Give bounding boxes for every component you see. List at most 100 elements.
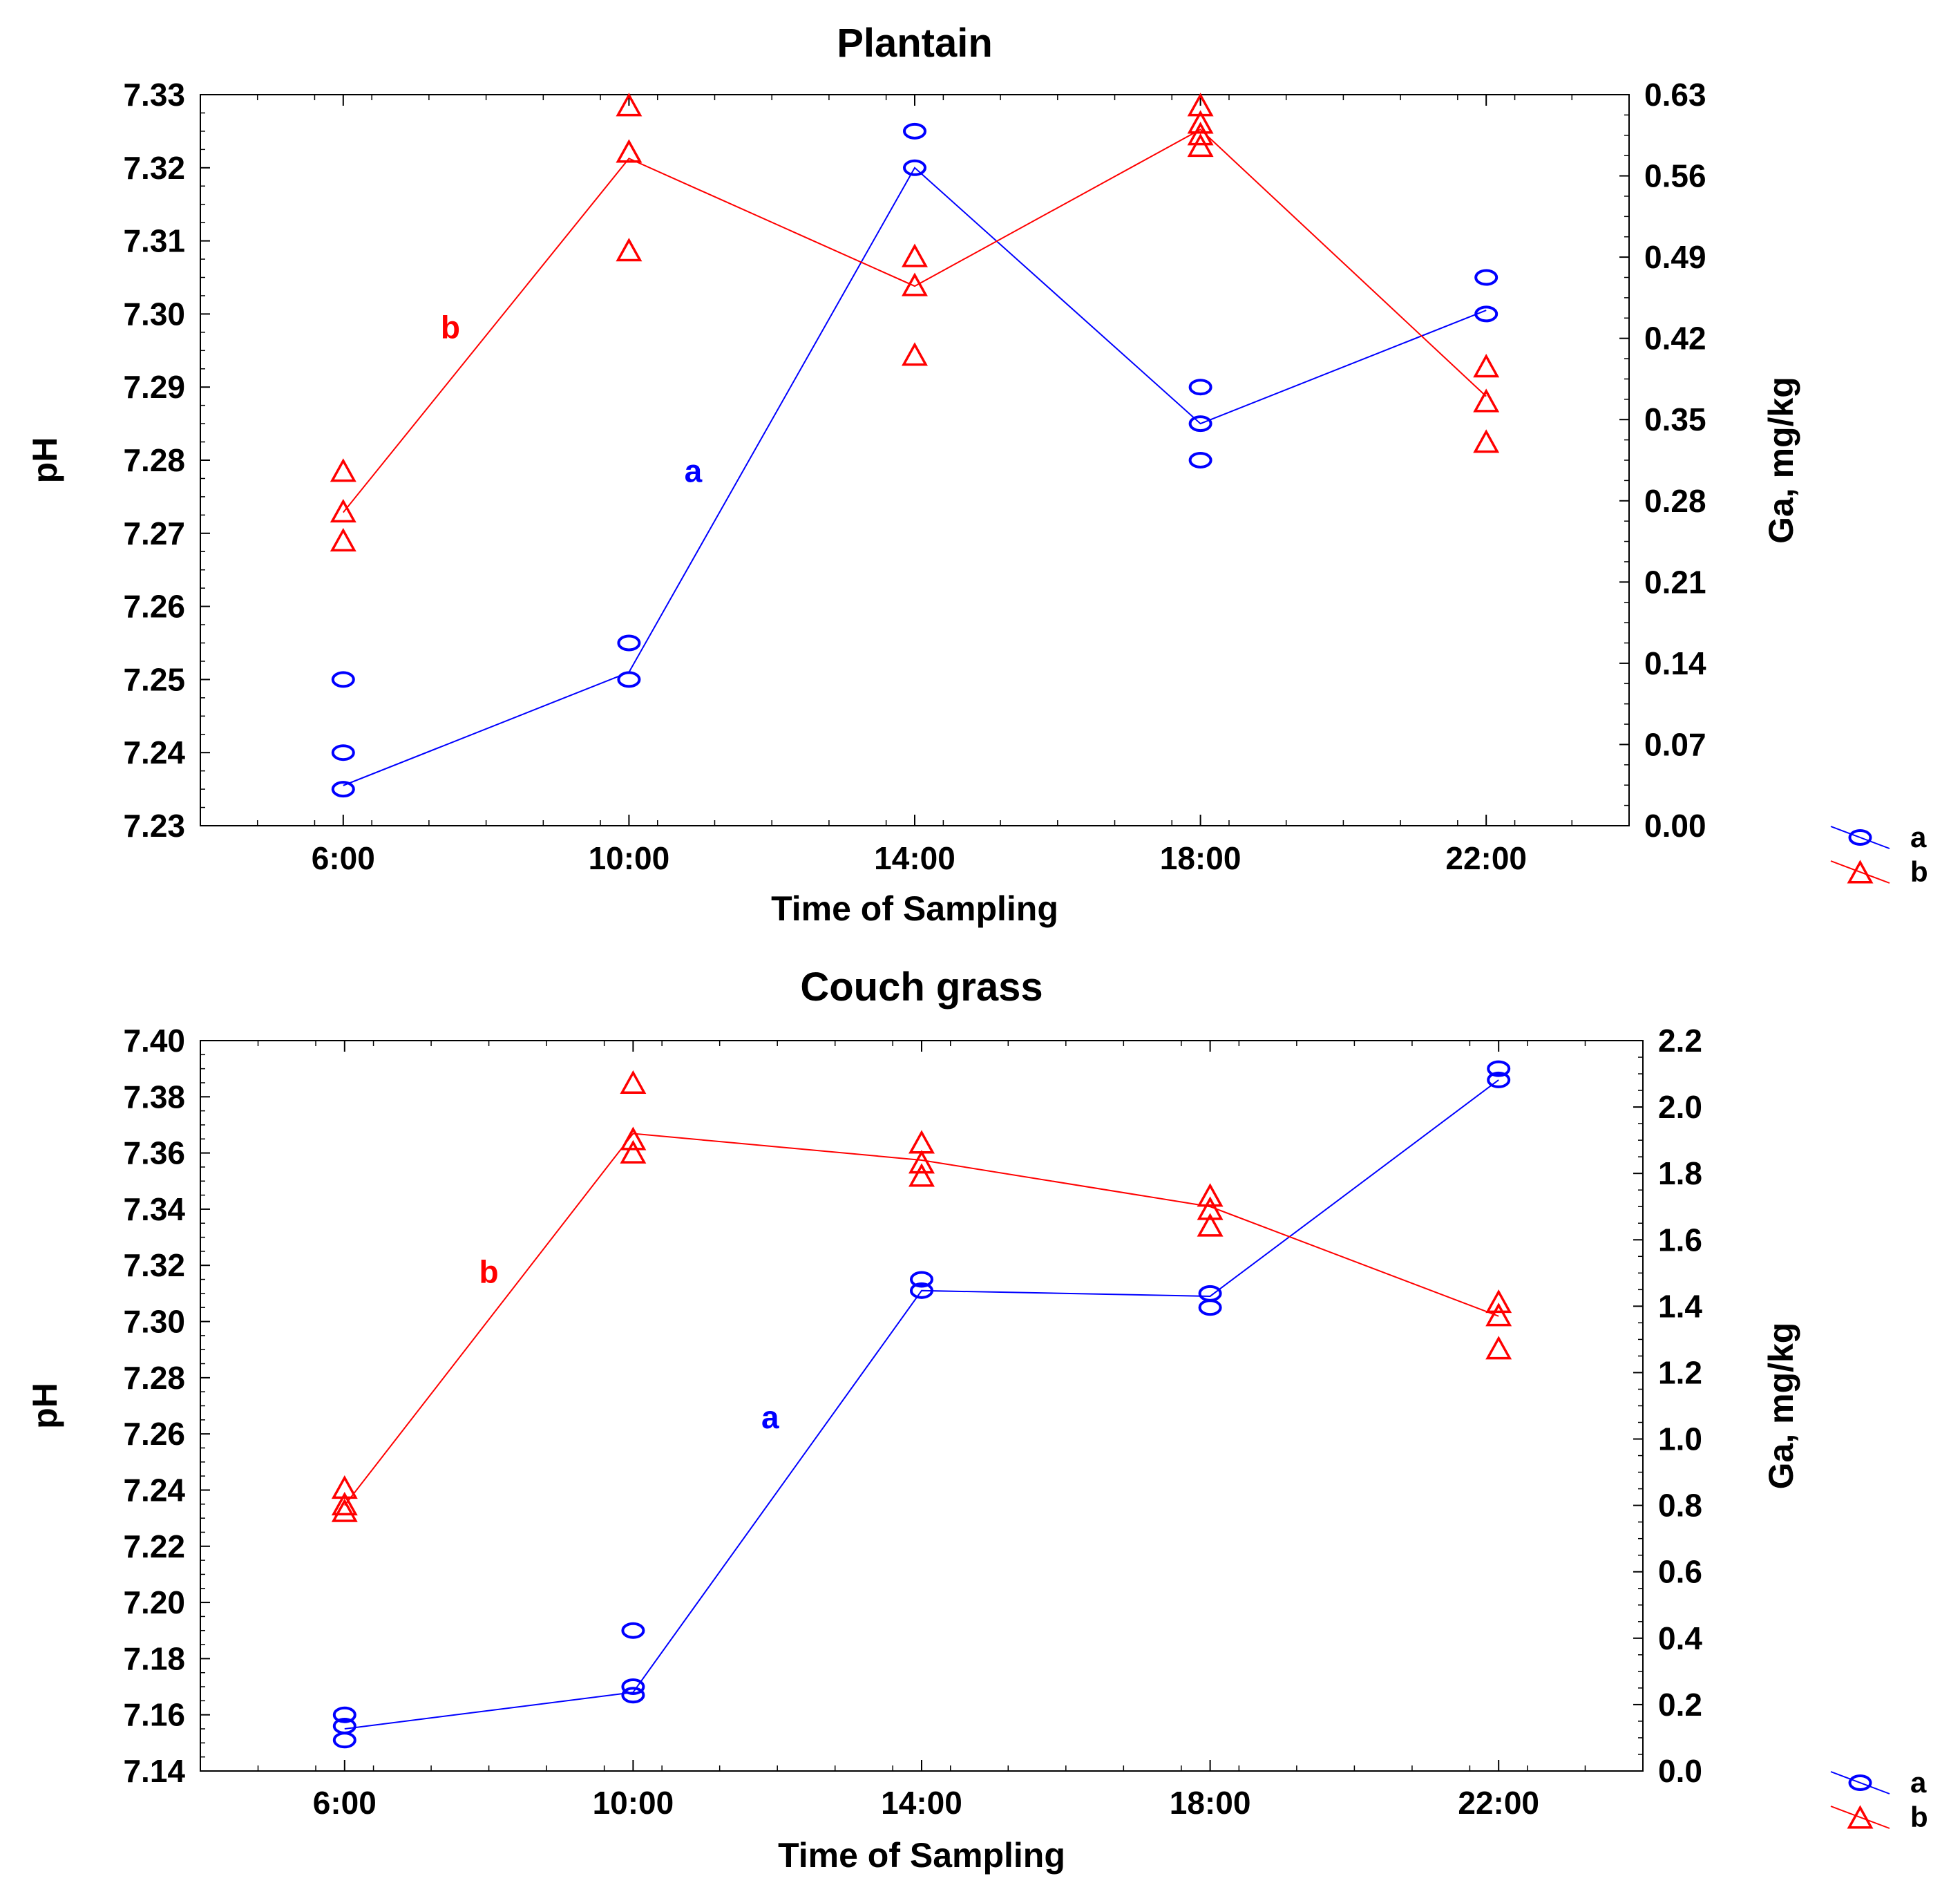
series-b-point <box>620 1139 647 1164</box>
series-b-label: b <box>441 310 460 345</box>
series-b-point <box>616 238 643 262</box>
series-a-point <box>331 671 355 688</box>
left-tick-label: 7.16 <box>123 1697 185 1733</box>
series-b-point <box>331 1475 358 1499</box>
series-a-point <box>621 1687 645 1704</box>
x-tick-label: 10:00 <box>593 1785 674 1821</box>
legend-marker-b <box>1847 860 1874 884</box>
right-tick-label: 0.2 <box>1658 1687 1702 1723</box>
series-b-line <box>344 1133 1499 1506</box>
right-tick-label: 0.42 <box>1644 321 1706 357</box>
left-tick-label: 7.18 <box>123 1640 185 1676</box>
chart-title: Couch grass <box>800 965 1043 1010</box>
series-b-point <box>1187 110 1214 134</box>
left-tick-label: 7.22 <box>123 1528 185 1564</box>
series-a-point <box>621 1678 645 1696</box>
series-a-point <box>910 1271 933 1288</box>
series-b-point <box>1473 388 1500 413</box>
series-a-point <box>1487 1071 1511 1088</box>
right-tick-label: 0.35 <box>1644 401 1706 437</box>
series-a-point <box>1198 1299 1222 1316</box>
series-b-point <box>331 1492 358 1516</box>
series-b-point <box>902 243 928 267</box>
left-tick-label: 7.38 <box>123 1079 185 1115</box>
right-tick-label: 0.63 <box>1644 77 1706 113</box>
series-a-point <box>1474 305 1498 323</box>
series-b-point <box>330 458 356 482</box>
series-a-line <box>343 167 1487 786</box>
x-axis-label: Time of Sampling <box>778 1836 1065 1875</box>
x-tick-label: 22:00 <box>1445 840 1527 876</box>
y2-axis-label: Ga, mg/kg <box>1762 377 1800 544</box>
series-a-label: a <box>761 1399 779 1435</box>
left-tick-label: 7.36 <box>123 1135 185 1171</box>
series-b-point <box>1473 429 1500 453</box>
series-b-point <box>1187 133 1214 158</box>
x-tick-label: 6:00 <box>312 840 375 876</box>
y-axis-label: pH <box>26 437 64 484</box>
left-tick-label: 7.26 <box>123 1416 185 1452</box>
series-a-point <box>332 1706 356 1723</box>
left-tick-label: 7.34 <box>123 1191 185 1227</box>
right-tick-label: 0.56 <box>1644 158 1706 194</box>
series-a-point <box>1474 269 1498 286</box>
left-tick-label: 7.25 <box>123 661 185 697</box>
series-a-point <box>1188 452 1212 468</box>
left-tick-label: 7.30 <box>123 296 185 332</box>
right-tick-label: 2.2 <box>1658 1023 1702 1059</box>
series-a-label: a <box>685 453 703 489</box>
x-tick-label: 18:00 <box>1170 1785 1251 1821</box>
right-tick-label: 0.14 <box>1644 645 1706 681</box>
left-tick-label: 7.27 <box>123 515 185 551</box>
series-b-point <box>1197 1213 1224 1237</box>
left-tick-label: 7.24 <box>123 735 185 770</box>
left-tick-label: 7.14 <box>123 1753 185 1789</box>
chart-1: Plantain 7.23 7.24 7.25 7.26 7.27 7.28 7.29 7.30… <box>26 21 1928 928</box>
series-b-point <box>1187 93 1214 117</box>
series-b: b <box>331 1070 1512 1522</box>
legend-label-a: a <box>1910 821 1927 853</box>
left-tick-label: 7.23 <box>123 808 185 844</box>
right-tick-label: 1.4 <box>1658 1288 1702 1324</box>
series-b-point <box>902 272 928 296</box>
x-tick-label: 6:00 <box>313 1785 377 1821</box>
y-axis-label: pH <box>26 1383 64 1429</box>
left-tick-label: 7.20 <box>123 1584 185 1620</box>
legend-swatch-line <box>1830 826 1890 849</box>
series-a-point <box>1487 1060 1511 1077</box>
x-tick-label: 22:00 <box>1458 1785 1539 1821</box>
series-a-point <box>1188 379 1212 396</box>
series-b-point <box>902 342 928 366</box>
left-tick-label: 7.28 <box>123 1360 185 1396</box>
series-b: b <box>330 93 1500 552</box>
series-a-point <box>331 781 355 798</box>
left-tick-label: 7.30 <box>123 1304 185 1340</box>
legend: ab <box>1830 1766 1928 1833</box>
legend-marker-b <box>1847 1805 1874 1829</box>
series-a-point <box>1198 1285 1222 1302</box>
legend-swatch-line <box>1830 1771 1890 1794</box>
legend-marker-a <box>1848 829 1872 846</box>
series-b-point <box>616 93 643 117</box>
x-tick-label: 14:00 <box>874 840 955 876</box>
right-tick-label: 2.0 <box>1658 1089 1702 1125</box>
legend-marker-a <box>1848 1774 1872 1791</box>
series-b-point <box>620 1070 647 1095</box>
left-tick-label: 7.24 <box>123 1472 185 1508</box>
right-tick-label: 1.0 <box>1658 1421 1702 1457</box>
series-a-point <box>617 634 641 652</box>
series-b-point <box>1485 1289 1512 1314</box>
right-tick-label: 0.21 <box>1644 564 1706 600</box>
right-tick-label: 0.6 <box>1658 1554 1702 1590</box>
series-a-point <box>1188 415 1212 433</box>
right-tick-label: 1.6 <box>1658 1222 1702 1258</box>
series-b-point <box>620 1126 647 1150</box>
series-b-point <box>908 1163 935 1187</box>
chart-2: Couch grass 7.14 7.16 7.18 7.20 7.22 7.24 7.26 7… <box>26 965 1928 1875</box>
left-tick-label: 7.26 <box>123 589 185 625</box>
series-a: a <box>331 122 1498 798</box>
legend-label-b: b <box>1910 1801 1928 1833</box>
series-b-line <box>343 129 1487 513</box>
left-tick-label: 7.32 <box>123 1247 185 1283</box>
x-axis-label: Time of Sampling <box>771 889 1058 928</box>
